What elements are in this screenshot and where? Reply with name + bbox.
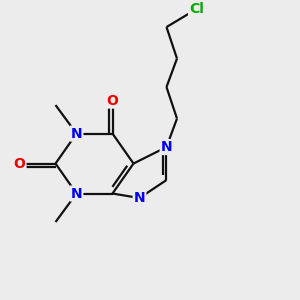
Text: Cl: Cl — [189, 2, 204, 16]
Text: N: N — [71, 127, 82, 140]
Text: O: O — [106, 94, 119, 107]
Text: N: N — [71, 187, 82, 200]
Text: O: O — [14, 157, 26, 170]
Text: N: N — [161, 140, 172, 154]
Text: N: N — [134, 191, 145, 205]
